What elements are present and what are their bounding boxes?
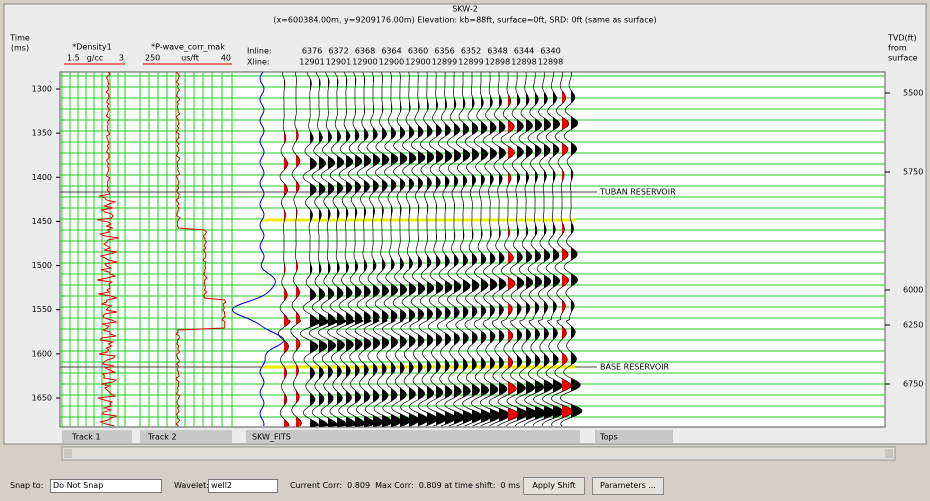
time-tick-label: 1450 [32,217,52,226]
inline-label: Inline: [247,47,272,56]
depth-tick-label: 6000 [903,286,923,295]
depth-label: TVD(ft) [887,34,917,43]
inline-label: 6352 [461,47,481,56]
footer-label: SKW_FITS [252,433,291,442]
time-tick-label: 1650 [32,394,52,403]
inline-label: 6356 [434,47,454,56]
xline-label: 12899 [432,58,457,67]
xline-label: 12898 [511,58,536,67]
wavelet-select[interactable]: well2 [208,479,278,493]
depth-label: from [888,44,907,53]
inline-label: 6376 [302,47,322,56]
track-unit: us/ft [181,54,199,63]
page: SKW-2 (x=600384.00m, y=9209176.00m) Elev… [0,0,930,501]
scrollbar[interactable] [62,447,895,460]
track-min: 1.5 [67,54,80,63]
inline-label: 6348 [487,47,507,56]
track-max: 3 [119,54,124,63]
xline-label: 12901 [299,58,324,67]
xline-label: 12900 [352,58,377,67]
xline-label: 12898 [538,58,563,67]
inline-label: 6360 [408,47,428,56]
time-tick-label: 1400 [32,173,52,182]
track-min: 250 [145,54,160,63]
status: Current Corr: 0.809 Max Corr: 0.809 at t… [290,481,520,490]
parameters-button[interactable]: Parameters ... [592,477,664,495]
wavelet-label: Wavelet: [174,481,209,490]
inline-label: 6340 [540,47,560,56]
well-tie-view: SKW-2 (x=600384.00m, y=9209176.00m) Elev… [0,0,930,474]
inline-label: 6364 [381,47,401,56]
wavelet-value: well2 [211,481,232,490]
time-tick-label: 1350 [32,129,52,138]
inline-label: 6344 [514,47,534,56]
time-tick-label: 1600 [32,349,52,358]
track-curve: *P-wave_corr_mak [151,43,225,52]
xline-label: 12901 [326,58,351,67]
top-label: TUBAN RESERVOIR [599,188,676,197]
inline-label: 6372 [328,47,348,56]
depth-label: surface [888,54,918,63]
snap-value: Do Not Snap [53,481,103,490]
footer-label: Track 2 [147,433,177,442]
track-curve: *Density1 [72,43,112,52]
top-label: BASE RESERVOIR [600,363,669,372]
time-tick-label: 1500 [32,261,52,270]
scroll-left[interactable] [64,449,72,458]
time-tick-label: 1550 [32,305,52,314]
track-footer [246,430,580,443]
xline-label: 12900 [405,58,430,67]
time-label: Time [9,34,30,43]
track-unit: g/cc [87,54,104,63]
track-max: 40 [221,54,231,63]
title: SKW-2 [452,5,478,14]
xline-label: 12899 [458,58,483,67]
xline-label: 12900 [379,58,404,67]
inline-label: 6368 [355,47,375,56]
depth-tick-label: 6750 [903,380,923,389]
control-bar: Snap to: Do Not Snap Wavelet: well2 Curr… [0,474,930,501]
time-unit: (ms) [11,44,29,53]
scroll-right[interactable] [885,449,893,458]
footer-label: Tops [599,433,618,442]
depth-tick-label: 5500 [903,89,923,98]
xline-label: 12898 [485,58,510,67]
xline-label: Xline: [247,58,270,67]
snap-label: Snap to: [10,481,43,490]
subtitle: (x=600384.00m, y=9209176.00m) Elevation:… [273,16,656,25]
depth-tick-label: 5750 [903,168,923,177]
depth-tick-label: 6250 [903,321,923,330]
time-tick-label: 1300 [32,85,52,94]
apply-button[interactable]: Apply Shift [523,477,585,495]
footer-label: Track 1 [71,433,101,442]
snap-select[interactable]: Do Not Snap [50,479,162,493]
